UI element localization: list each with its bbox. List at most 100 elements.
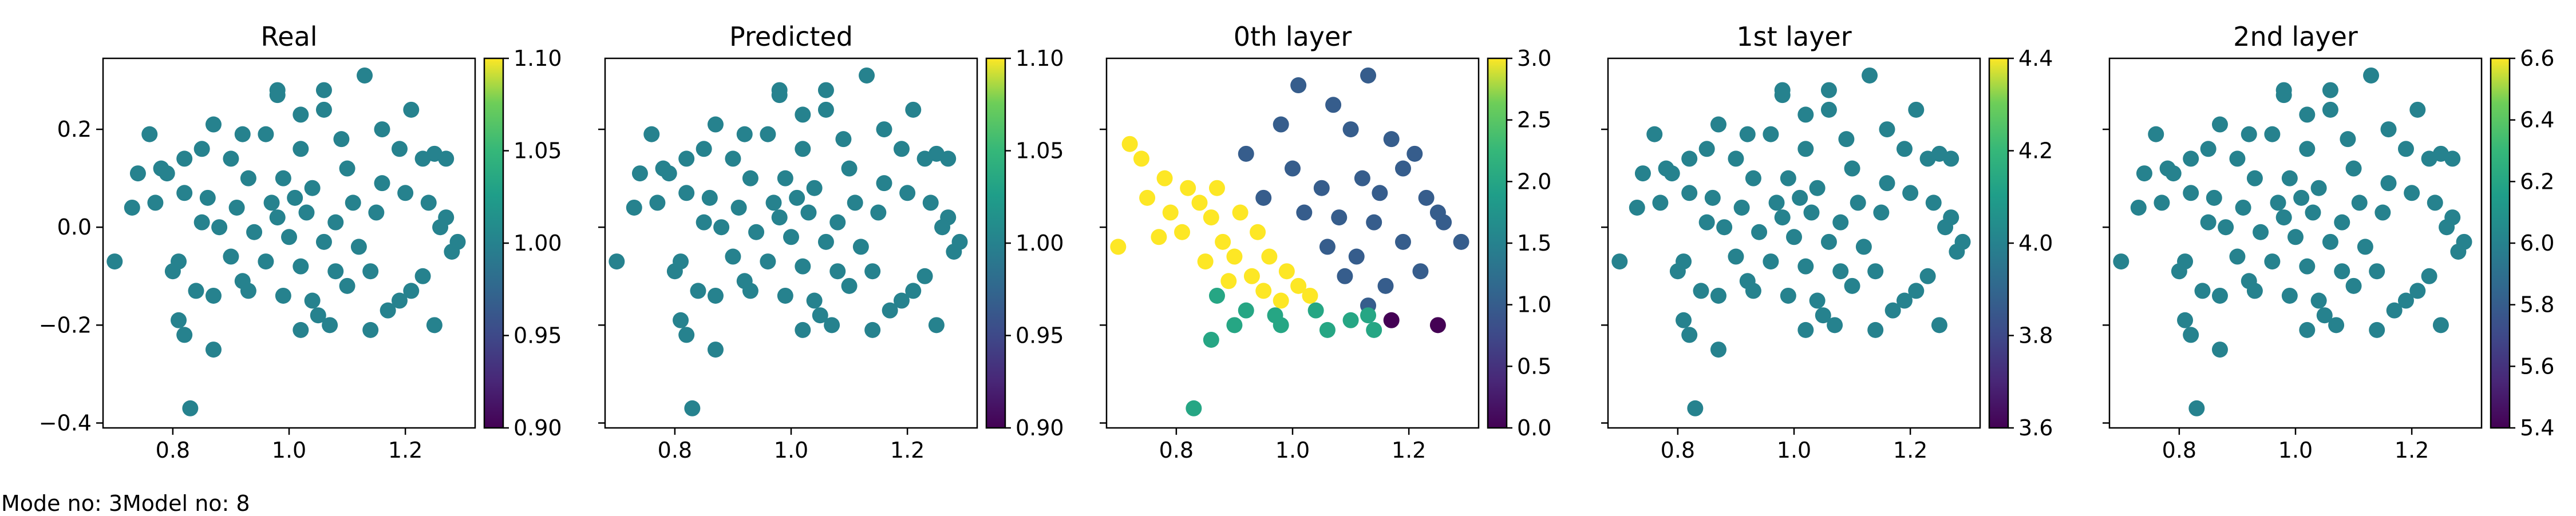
- model-number: Model no: 8: [123, 491, 250, 516]
- scatter-point: [696, 141, 712, 157]
- scatter-point: [1331, 209, 1348, 226]
- scatter-point: [380, 302, 396, 319]
- x-tick-label: 1.0: [2278, 438, 2313, 463]
- scatter-point: [193, 214, 210, 231]
- scatter-point: [1243, 268, 1260, 284]
- scatter-point: [2229, 248, 2246, 265]
- scatter-point: [2246, 283, 2263, 299]
- scatter-point: [1255, 189, 1272, 206]
- panel-title: 0th layer: [1234, 21, 1352, 52]
- scatter-point: [315, 233, 332, 250]
- scatter-point: [141, 126, 158, 142]
- colorbar-tick-label: 1.10: [513, 46, 562, 71]
- scatter-point: [1925, 195, 1942, 211]
- x-tick-label: 1.2: [1392, 438, 1426, 463]
- x-tick-label: 0.8: [1159, 438, 1194, 463]
- scatter-point: [315, 101, 332, 118]
- scatter-point: [362, 321, 379, 338]
- scatter-point: [2177, 312, 2194, 328]
- scatter-point: [1815, 307, 1831, 324]
- scatter-point: [1716, 219, 1733, 236]
- scatter-point: [403, 283, 420, 299]
- scatter-point: [1307, 302, 1324, 319]
- scatter-point: [1302, 287, 1318, 304]
- scatter-point: [1832, 263, 1849, 280]
- scatter-point: [876, 175, 892, 192]
- scatter-point: [339, 160, 355, 177]
- scatter-point: [199, 189, 216, 206]
- scatter-point: [1133, 150, 1149, 167]
- scatter-point: [2404, 185, 2420, 201]
- scatter-point: [829, 214, 846, 231]
- scatter-point: [859, 67, 875, 84]
- scatter-point: [934, 219, 951, 236]
- scatter-point: [631, 165, 648, 182]
- scatter-point: [2264, 253, 2281, 270]
- x-tick-label: 1.0: [774, 438, 808, 463]
- scatter-point: [1780, 287, 1796, 304]
- panel-title: 1st layer: [1736, 21, 1851, 52]
- scatter-point: [1372, 185, 1388, 201]
- colorbar-tick-label: 5.8: [2520, 292, 2554, 317]
- scatter-panel-1: Predicted 0.8 1.0 1.2 1.10 1.05 1.00 0.95 0.90: [598, 21, 1064, 463]
- scatter-point: [1820, 233, 1837, 250]
- scatter-point: [1768, 195, 1785, 211]
- scatter-point: [1676, 312, 1692, 328]
- scatter-point: [1319, 239, 1336, 255]
- scatter-point: [847, 195, 863, 211]
- scatter-point: [1191, 195, 1208, 211]
- colorbar-tick-label: 0.0: [1517, 415, 1551, 440]
- scatter-point: [357, 67, 373, 84]
- scatter-point: [1687, 400, 1704, 416]
- scatter-point: [1296, 204, 1313, 221]
- scatter-point: [771, 87, 788, 104]
- scatter-point: [188, 283, 204, 299]
- scatter-point: [649, 195, 666, 211]
- scatter-point: [666, 263, 683, 280]
- scatter-point: [1867, 263, 1884, 280]
- scatter-point: [928, 317, 945, 334]
- scatter-point: [916, 150, 933, 167]
- scatter-point: [426, 317, 442, 334]
- scatter-point: [1255, 283, 1272, 299]
- scatter-point: [182, 400, 199, 416]
- scatter-point: [1797, 141, 1814, 157]
- scatter-point: [817, 101, 834, 118]
- scatter-point: [403, 101, 420, 118]
- scatter-point: [760, 126, 776, 142]
- colorbar-tick-label: 6.0: [2520, 231, 2554, 256]
- scatter-point: [817, 233, 834, 250]
- colorbar-tick-label: 1.0: [1517, 292, 1551, 317]
- scatter-point: [1693, 283, 1709, 299]
- colorbar-tick-label: 1.5: [1517, 231, 1551, 256]
- colorbar-tick-label: 1.00: [1016, 231, 1064, 256]
- scatter-point: [1698, 141, 1715, 157]
- scatter-point: [223, 150, 239, 167]
- scatter-point: [922, 195, 939, 211]
- scatter-point: [2194, 283, 2211, 299]
- x-tick-label: 0.8: [1661, 438, 1695, 463]
- scatter-point: [817, 82, 834, 98]
- scatter-point: [1838, 131, 1855, 148]
- scatter-point: [1156, 170, 1173, 186]
- scatter-point: [2450, 243, 2467, 260]
- scatter-panel-2: 0th layer 0.8 1.0 1.2 3.0 2.5 2.0 1.5 1.0 0.5 0.0: [1100, 21, 1551, 463]
- scatter-point: [1728, 248, 1744, 265]
- scatter-point: [2299, 141, 2316, 157]
- scatter-point: [1902, 185, 1919, 201]
- scatter-point: [829, 263, 846, 280]
- scatter-point: [2409, 283, 2426, 299]
- scatter-point: [2206, 189, 2222, 206]
- scatter-point: [1919, 268, 1936, 284]
- scatter-point: [205, 287, 222, 304]
- scatter-point: [2322, 101, 2338, 118]
- colorbar: [1487, 57, 1508, 429]
- scatter-point: [1226, 248, 1243, 265]
- scatter-point: [2444, 150, 2461, 167]
- colorbar-tick-label: 2.5: [1517, 108, 1551, 133]
- scatter-point: [2299, 258, 2316, 275]
- scatter-point: [841, 160, 858, 177]
- colorbar-tick-label: 1.05: [513, 138, 562, 164]
- colorbar-tick-label: 6.2: [2520, 169, 2554, 194]
- scatter-point: [397, 185, 414, 201]
